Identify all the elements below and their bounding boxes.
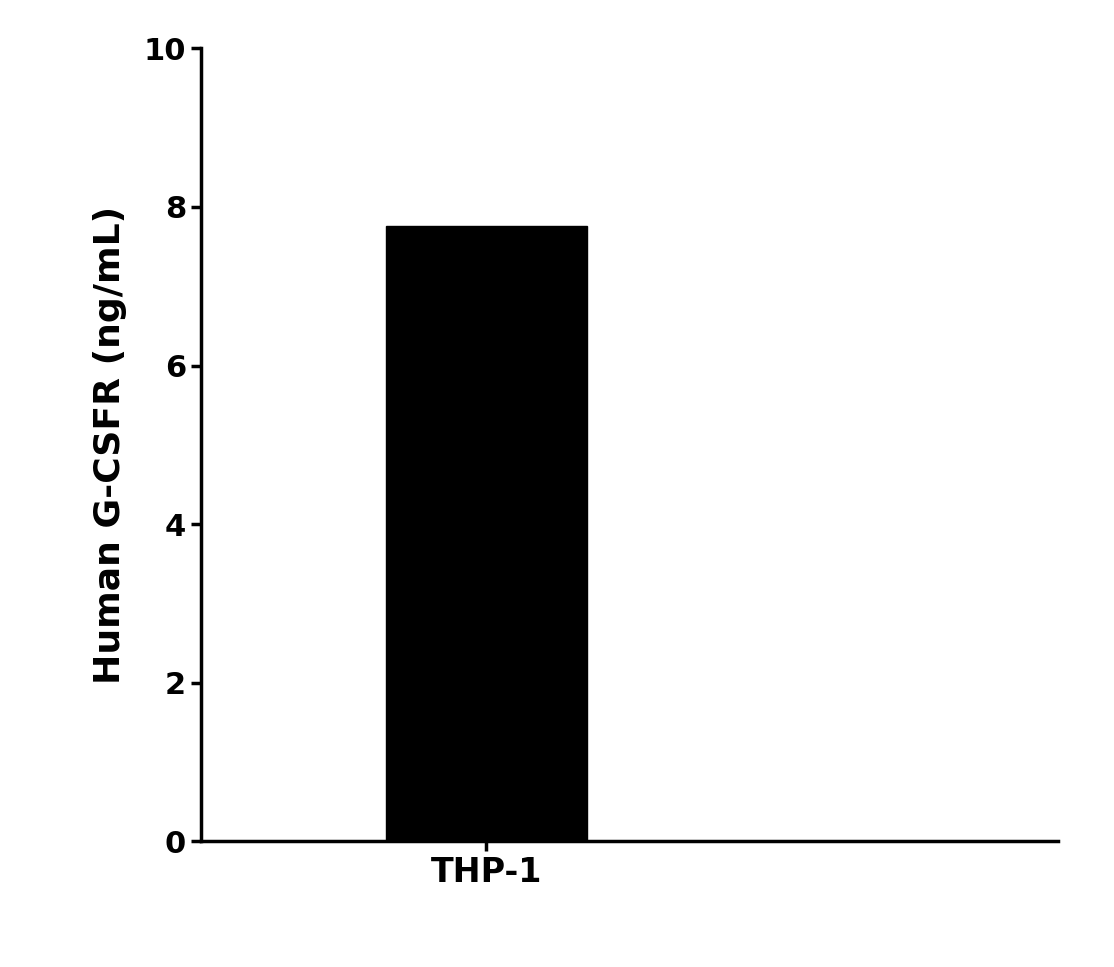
Bar (387, 226, 586, 841)
Y-axis label: Human G-CSFR (ng/mL): Human G-CSFR (ng/mL) (92, 206, 127, 684)
